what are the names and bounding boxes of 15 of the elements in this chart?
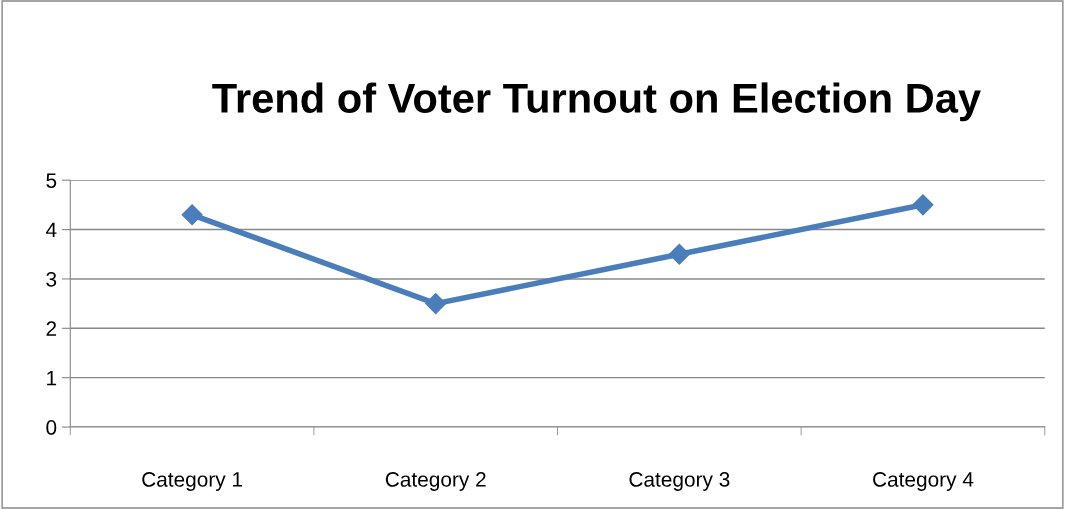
- point: [425, 293, 447, 315]
- x-tick-label: Category 3: [629, 472, 730, 491]
- y-tick-label: 0: [46, 420, 57, 435]
- y-tick-label: 5: [46, 173, 57, 188]
- y-tick-label: 1: [47, 370, 57, 386]
- x-tick-label: Category 2: [385, 472, 486, 491]
- y-tick-label: 2: [46, 321, 57, 336]
- point: [181, 204, 203, 226]
- point: [912, 194, 934, 216]
- point: [668, 243, 690, 265]
- y-tick-label: 3: [46, 271, 57, 287]
- y-tick-label: 4: [45, 222, 57, 238]
- chart-title: Trend of Voter Turnout on Election Day: [212, 82, 981, 122]
- x-tick-label: Category 1: [142, 472, 243, 491]
- x-tick-label: Category 4: [873, 472, 974, 491]
